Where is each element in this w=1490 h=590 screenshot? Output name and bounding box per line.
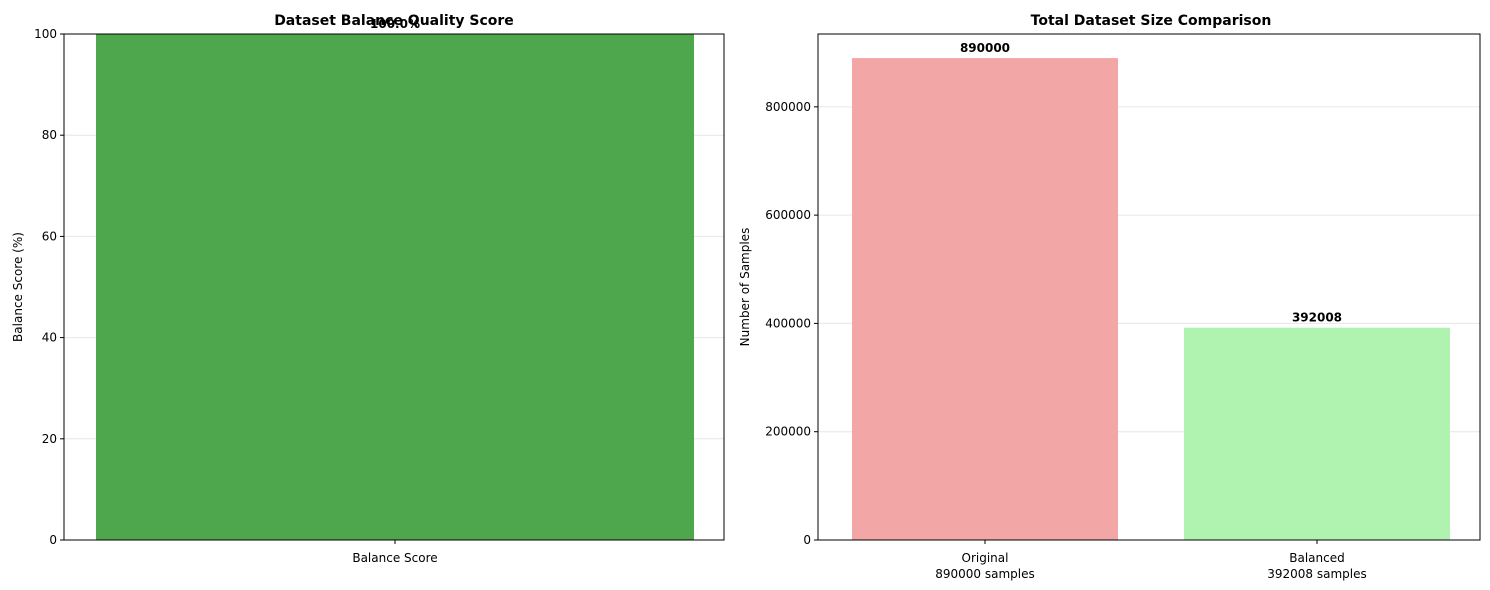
y-tick-label: 0 [49,533,57,547]
y-tick-label: 0 [803,533,811,547]
x-tick-label: Balanced [1289,551,1344,565]
bars [852,58,1450,540]
bar [96,34,694,540]
plot-frame [817,33,1481,541]
data-label: 100.0% [370,17,420,31]
data-labels: 890000 392008 [960,41,1342,325]
y-tick-label: 400000 [765,316,811,330]
x-tick-label: 890000 samples [935,567,1035,581]
y-tick-label: 80 [42,128,57,142]
y-axis-label: Balance Score (%) [11,232,25,342]
data-label: 890000 [960,41,1010,55]
plot-frame [63,33,725,541]
y-tick-label: 200000 [765,425,811,439]
y-tick-label: 600000 [765,208,811,222]
y-tick-label: 40 [42,331,57,345]
data-labels: 100.0% [370,17,420,31]
x-tick-label: Original [962,551,1009,565]
chart-title: Total Dataset Size Comparison [1031,13,1272,29]
dataset-size-panel: Total Dataset Size Comparison Number of … [738,13,1481,581]
y-tick-label: 100 [34,27,57,41]
bar [852,58,1118,540]
bar [1184,327,1450,540]
data-label: 392008 [1292,311,1342,325]
y-tick-label: 60 [42,229,57,243]
y-axis-label: Number of Samples [738,228,752,347]
ticks: 0 20 40 60 80 100 Balance Score [34,27,438,565]
x-tick-label: Balance Score [352,551,437,565]
y-tick-label: 20 [42,432,57,446]
chart-title: Dataset Balance Quality Score [274,13,514,29]
balance-score-panel: Dataset Balance Quality Score Balance Sc… [11,13,725,565]
bars [96,34,694,540]
x-tick-label: 392008 samples [1267,567,1367,581]
ticks: 0 200000 400000 600000 800000 Original 890000 … [765,100,1367,581]
y-tick-label: 800000 [765,100,811,114]
